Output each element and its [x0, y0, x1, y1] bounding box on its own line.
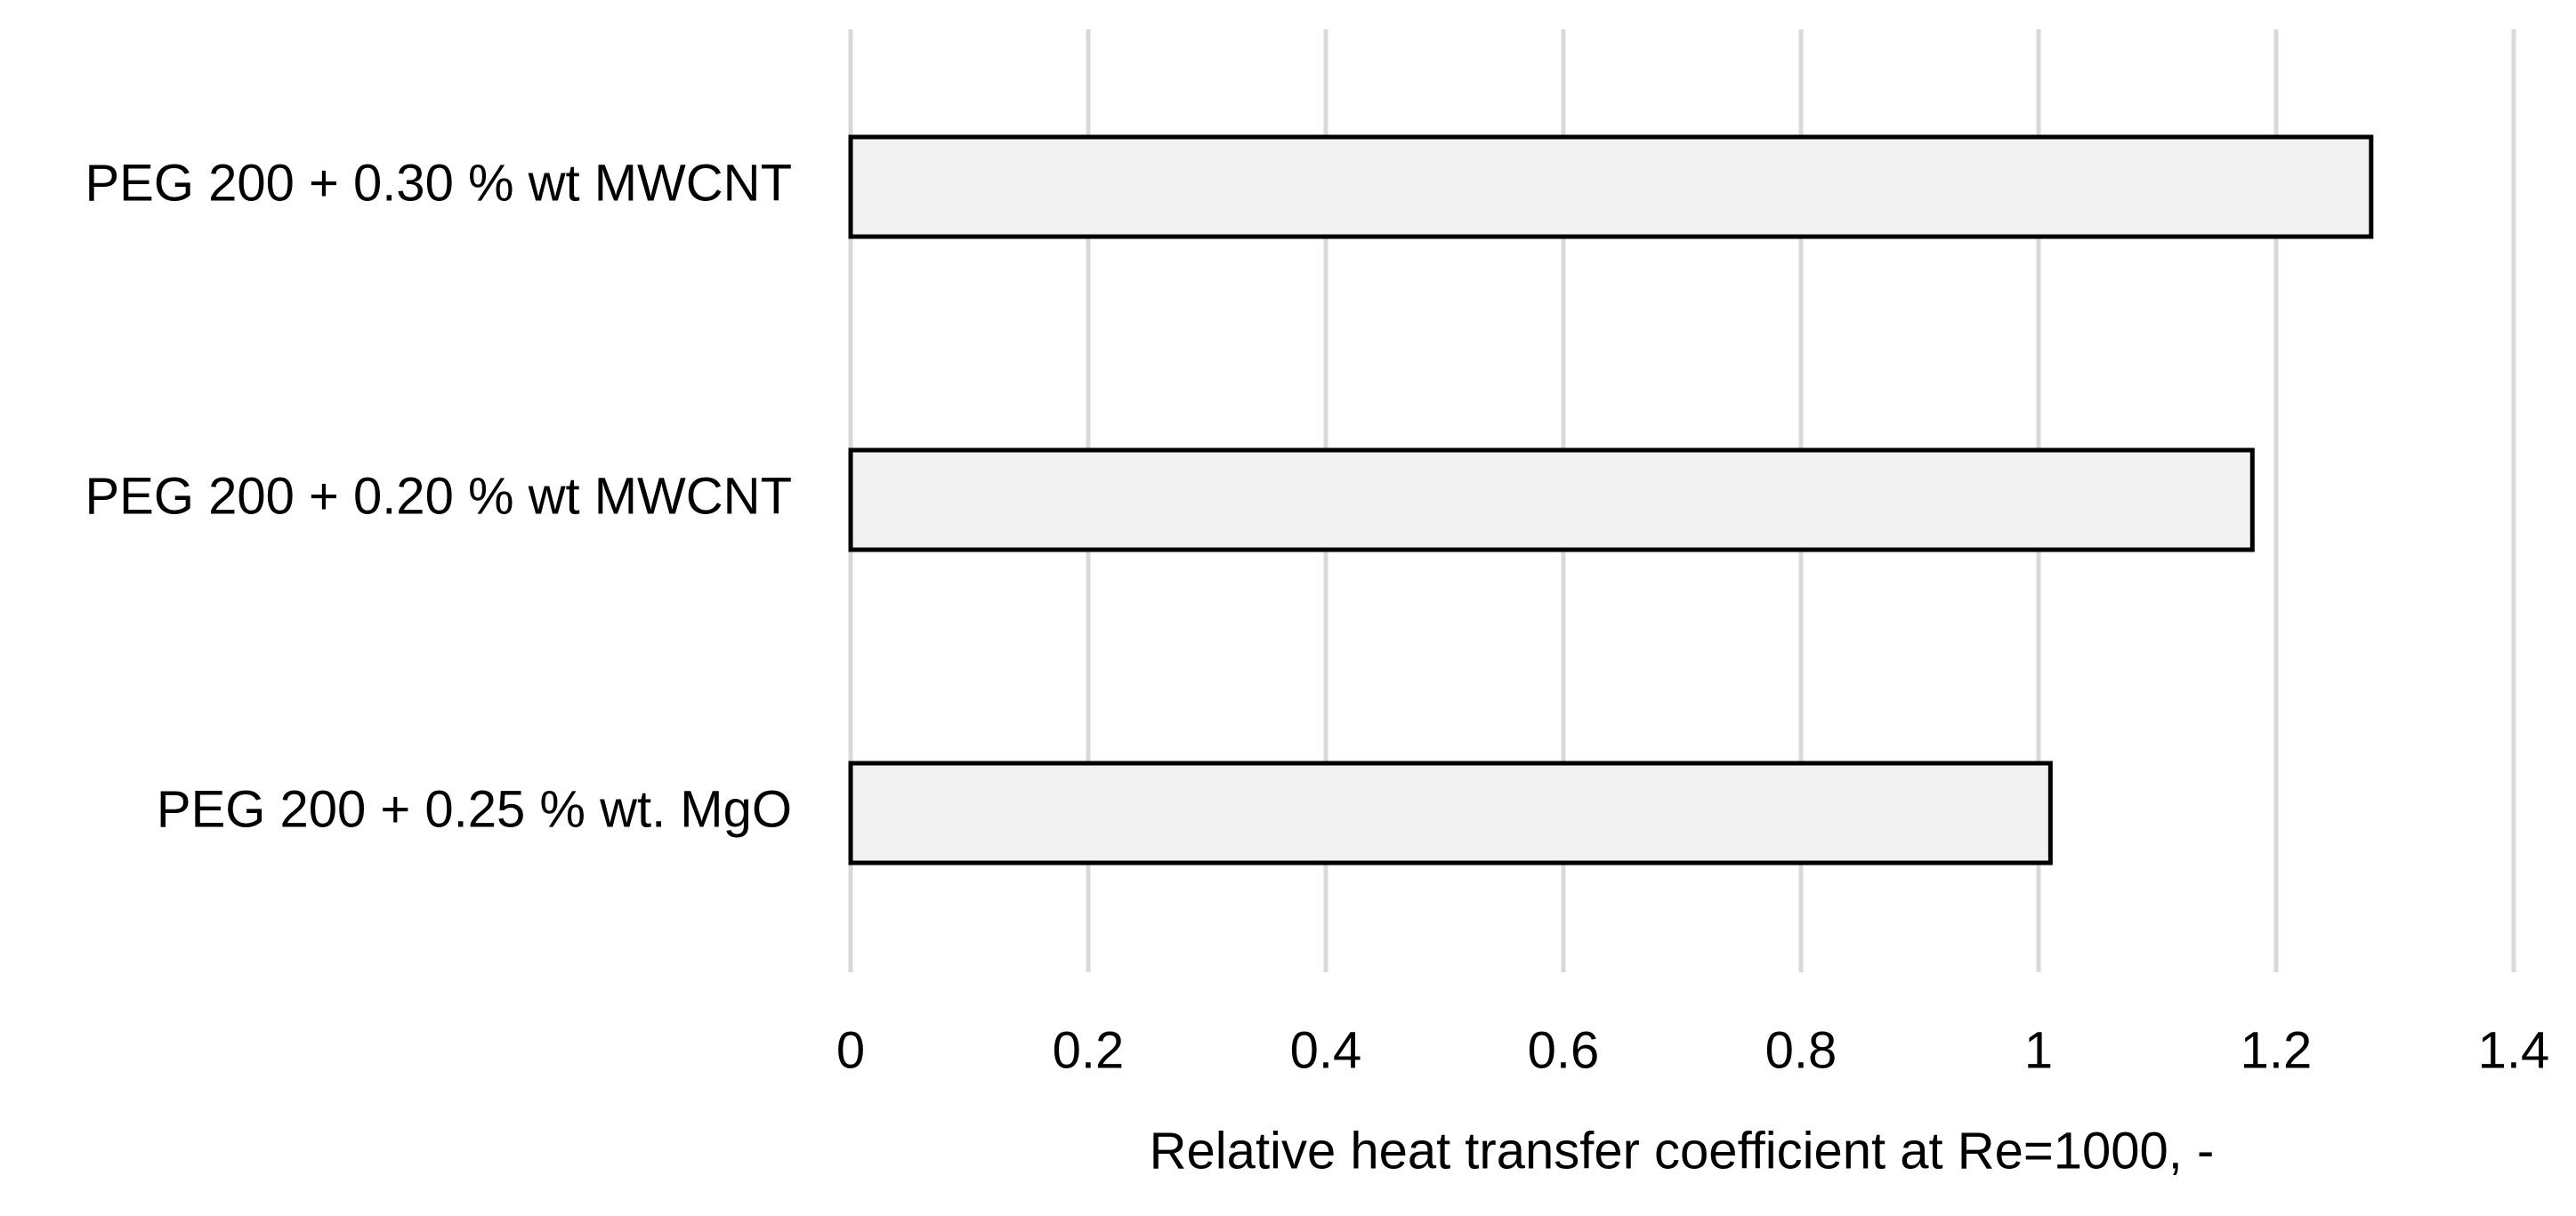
y-tick-label: PEG 200 + 0.30 % wt MWCNT — [85, 154, 792, 212]
x-tick-label: 0 — [836, 1021, 865, 1079]
x-tick-label: 1.4 — [2478, 1021, 2550, 1079]
x-tick-label: 1.2 — [2241, 1021, 2313, 1079]
bar — [848, 761, 2053, 866]
y-tick-label: PEG 200 + 0.20 % wt MWCNT — [85, 467, 792, 525]
bar — [848, 134, 2374, 239]
bar — [848, 447, 2255, 552]
x-tick-label: 0.4 — [1290, 1021, 1362, 1079]
x-axis-title: Relative heat transfer coefficient at Re… — [1150, 1122, 2215, 1180]
x-tick-label: 1 — [2024, 1021, 2053, 1079]
x-tick-label: 0.8 — [1765, 1021, 1837, 1079]
x-tick-label: 0.2 — [1053, 1021, 1125, 1079]
y-tick-label: PEG 200 + 0.25 % wt. MgO — [157, 780, 792, 838]
x-tick-label: 0.6 — [1528, 1021, 1600, 1079]
